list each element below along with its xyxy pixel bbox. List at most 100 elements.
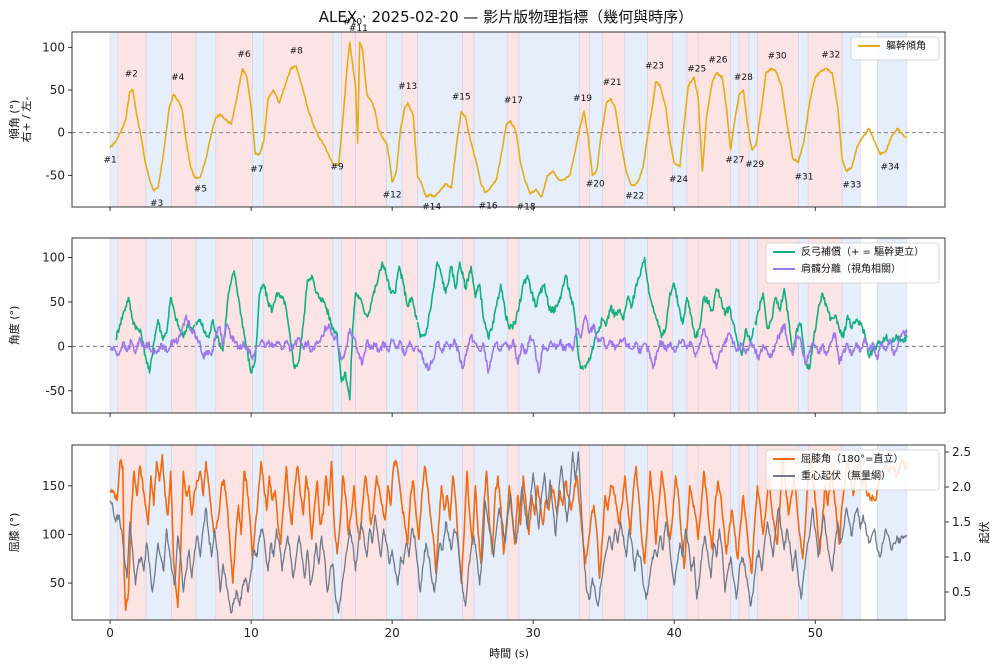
segment-label: #26	[708, 56, 727, 66]
segment-band-13	[401, 238, 418, 413]
x-tick-label: 0	[106, 626, 114, 640]
segment-label: #4	[171, 73, 185, 83]
segment-label: #2	[125, 69, 138, 79]
segment-band-12	[386, 238, 403, 413]
segment-band-18	[518, 238, 581, 413]
panels-group: #1#2#3#4#5#6#7#8#9#10#11#12#13#14#15#16#…	[7, 17, 991, 640]
segment-label: #14	[422, 203, 441, 213]
x-axis-label: 時間 (s)	[489, 647, 529, 660]
segment-label: #22	[625, 191, 644, 201]
segment-band-12	[386, 32, 403, 207]
segment-band-1	[109, 445, 119, 620]
y-tick-label: 100	[42, 527, 65, 541]
segment-label: #1	[103, 156, 116, 166]
y2-tick-label: 0.5	[952, 585, 971, 599]
y-tick-label: 150	[42, 479, 65, 493]
axes-frame	[71, 444, 946, 621]
segment-label: #33	[842, 180, 861, 190]
legend-entry: 反弓補償（+ = 驅幹更立）	[801, 245, 924, 258]
segment-label: #6	[237, 50, 251, 60]
segment-label: #31	[794, 173, 813, 183]
y2-tick-label: 1.0	[952, 550, 971, 564]
segment-band-9	[332, 32, 342, 207]
y-tick-label: 50	[50, 83, 65, 97]
segment-band-30	[757, 32, 799, 207]
segment-label: #28	[734, 73, 753, 83]
legend-entry: 肩髖分離（視角相關）	[801, 262, 901, 275]
y2-axis-label: 起伏	[977, 522, 991, 544]
segment-label: #12	[383, 191, 402, 201]
segment-band-11	[355, 32, 387, 207]
segment-band-13	[401, 32, 418, 207]
segment-band-5	[195, 238, 217, 413]
y-axis-label: 角度 (°)	[7, 306, 21, 346]
axes-frame	[71, 31, 946, 208]
segment-band-34	[877, 32, 908, 207]
segment-label: #23	[645, 62, 664, 72]
x-tick-label: 50	[808, 626, 823, 640]
segment-label: #9	[331, 162, 345, 172]
segment-label: #17	[504, 96, 523, 106]
segment-band-6	[215, 32, 253, 207]
y2-tick-label: 1.5	[952, 515, 971, 529]
x-tick-label: 10	[243, 626, 258, 640]
legend: 屈膝角（180°=直立） 重心起伏（無量綱）	[765, 449, 940, 491]
segment-band-25	[686, 32, 699, 207]
segment-band-2	[117, 32, 147, 207]
segment-band-1	[109, 238, 119, 413]
segment-label: #27	[725, 156, 744, 166]
segment-label: #13	[398, 82, 417, 92]
segment-band-28	[738, 238, 750, 413]
panel-1: #1#2#3#4#5#6#7#8#9#10#11#12#13#14#15#16#…	[7, 17, 946, 213]
segment-band-21	[601, 32, 626, 207]
segment-band-8	[263, 32, 334, 207]
segment-band-6	[215, 238, 253, 413]
segment-label: #24	[669, 175, 688, 185]
series-line-2	[109, 451, 908, 614]
segment-band-18	[518, 32, 581, 207]
axes-frame	[71, 237, 946, 414]
segment-label: #32	[821, 51, 840, 61]
segment-label: #20	[586, 180, 605, 190]
segment-band-22	[624, 238, 648, 413]
y-tick-label: 0	[57, 126, 65, 140]
segment-band-12	[386, 445, 403, 620]
segment-band-33	[841, 32, 861, 207]
segment-label: #19	[573, 94, 592, 104]
segment-band-8	[263, 238, 334, 413]
chart-title: ALEX · 2025-02-20 — 影片版物理指標（幾何與時序）	[319, 8, 693, 26]
segment-band-7	[252, 32, 265, 207]
series-line-1	[109, 41, 908, 198]
x-tick-label: 30	[526, 626, 541, 640]
panel-3: 0 10 20 30 40 50 50 100 150 0.5 1.0 1.5 2.0 2.5 屈膝 (°)…	[8, 444, 991, 640]
y-tick-label: -50	[45, 384, 65, 398]
segment-band-24	[672, 238, 688, 413]
y-axis-label: 屈膝 (°)	[8, 513, 21, 553]
segment-band-5	[195, 32, 217, 207]
segment-band-1	[109, 32, 119, 207]
y-tick-label: -50	[45, 168, 65, 182]
segment-label: #15	[452, 92, 471, 102]
segment-band-17	[507, 32, 520, 207]
y2-tick-label: 2.5	[952, 445, 971, 459]
y-axis-label: 右+ / 左-	[19, 97, 33, 143]
y-tick-label: 0	[57, 339, 65, 353]
y-tick-label: 50	[50, 295, 65, 309]
segment-label: #18	[517, 203, 536, 213]
y2-tick-label: 2.0	[952, 480, 971, 494]
series-line-1	[115, 256, 908, 401]
segment-band-29	[748, 238, 758, 413]
segment-label: #7	[250, 165, 263, 175]
segment-label: #5	[194, 185, 207, 195]
series-line-2	[109, 314, 908, 374]
segment-label: #8	[290, 46, 304, 56]
segment-band-26	[697, 32, 731, 207]
legend-entry: 屈膝角（180°=直立）	[801, 452, 903, 465]
segment-band-6	[215, 445, 253, 620]
y-tick-label: 100	[42, 40, 65, 54]
segment-label: #25	[687, 64, 706, 74]
segment-band-23	[647, 32, 674, 207]
segment-label: #21	[603, 78, 622, 88]
segment-label: #11	[349, 24, 368, 34]
